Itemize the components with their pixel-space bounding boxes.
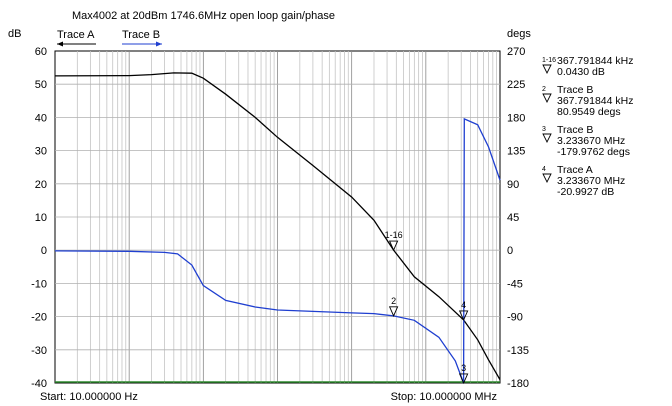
y-right-tick-label: -90: [507, 312, 523, 324]
y-right-tick-label: 270: [507, 46, 525, 58]
y-right-tick-label: -135: [507, 345, 529, 357]
y-left-tick-label: 50: [35, 79, 47, 91]
y-right-tick-label: 45: [507, 212, 519, 224]
readout-line: 367.791844 kHz: [557, 95, 633, 107]
y-left-ticks: 60 50 40 30 20 10 0 -10 -20 -30 -40: [31, 46, 47, 390]
legend-trace-b-label: Trace B: [122, 29, 160, 41]
readout-tag-2: 2: [542, 86, 546, 93]
readout-line: Trace A: [557, 164, 593, 176]
readout-marker-icon: [542, 173, 552, 184]
readout-line: -20.9927 dB: [557, 186, 614, 198]
readout-line: 367.791844 kHz: [557, 55, 633, 67]
legend-trace-a-arrow-left: [57, 41, 63, 47]
y-right-tick-label: -45: [507, 278, 523, 290]
legend-trace-a-label: Trace A: [57, 29, 95, 41]
readout-line: -179.9762 degs: [557, 146, 630, 158]
y-right-tick-label: 90: [507, 179, 519, 191]
trace-b-phase-line: [54, 117, 501, 384]
y-left-tick-label: 10: [35, 212, 47, 224]
y-left-tick-label: 30: [35, 146, 47, 158]
marker-triangle-2: [388, 306, 399, 317]
y-right-ticks: 270 225 180 135 90 45 0 -45 -90 -135 -180: [507, 46, 529, 390]
marker-triangle-1-16: [388, 240, 399, 252]
readout-line: Trace B: [557, 84, 593, 96]
chart-markers: 1-16 2 3 4: [385, 230, 469, 385]
y-left-tick-label: -10: [31, 278, 47, 290]
marker-label-4: 4: [461, 300, 466, 310]
x-stop-label: Stop: 10.000000 MHz: [391, 391, 497, 403]
legend-trace-b-arrow-right: [156, 41, 162, 47]
chart-title: Max4002 at 20dBm 1746.6MHz open loop gai…: [72, 10, 335, 22]
y-right-tick-label: 225: [507, 79, 525, 91]
y-right-tick-label: 0: [507, 245, 513, 257]
y-left-unit: dB: [8, 28, 21, 40]
marker-label-2: 2: [391, 296, 396, 306]
readout-marker-icon: [542, 93, 552, 104]
chart-grid: [54, 50, 501, 384]
y-right-tick-label: 180: [507, 112, 525, 124]
y-left-tick-label: 40: [35, 112, 47, 124]
readout-tag-4: 4: [542, 166, 546, 173]
y-left-tick-label: 0: [41, 245, 47, 257]
y-left-tick-label: -40: [31, 378, 47, 390]
marker-triangle-3: [458, 373, 469, 385]
readout-line: 3.233670 MHz: [557, 135, 625, 147]
y-right-tick-label: -180: [507, 378, 529, 390]
y-left-tick-label: -30: [31, 345, 47, 357]
readout-tag-3: 3: [542, 126, 546, 133]
y-right-tick-label: 135: [507, 146, 525, 158]
marker-label-1-16: 1-16: [385, 230, 403, 240]
readout-marker-icon: [542, 64, 552, 75]
readout-line: 80.9549 degs: [557, 106, 621, 118]
readout-marker-icon: [542, 133, 552, 144]
x-start-label: Start: 10.000000 Hz: [40, 391, 138, 403]
y-left-tick-label: -20: [31, 312, 47, 324]
readout-tag-1-16: 1-16: [542, 57, 556, 64]
readout-line: Trace B: [557, 124, 593, 136]
marker-triangle-4: [458, 310, 469, 322]
y-left-tick-label: 20: [35, 179, 47, 191]
readout-line: 3.233670 MHz: [557, 175, 625, 187]
y-right-unit: degs: [507, 28, 531, 40]
readout-line: 0.0430 dB: [557, 66, 605, 78]
marker-label-3: 3: [461, 363, 466, 373]
y-left-tick-label: 60: [35, 46, 47, 58]
